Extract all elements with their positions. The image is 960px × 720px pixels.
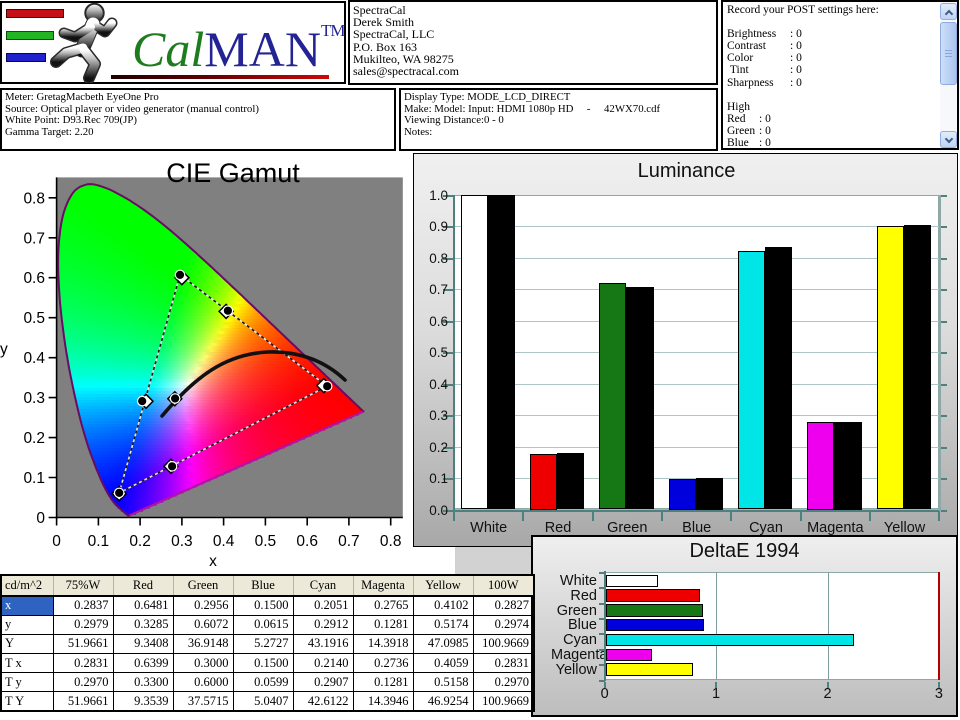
svg-text:0.3: 0.3 <box>171 533 193 550</box>
svg-text:y: y <box>0 341 8 358</box>
svg-text:0.5: 0.5 <box>23 310 45 327</box>
svg-text:0.7: 0.7 <box>338 533 360 550</box>
svg-text:0.8: 0.8 <box>380 533 402 550</box>
svg-text:0: 0 <box>52 533 61 550</box>
svg-text:0.1: 0.1 <box>88 533 110 550</box>
svg-text:0.4: 0.4 <box>213 533 235 550</box>
svg-text:0.6: 0.6 <box>296 533 318 550</box>
svg-text:0.1: 0.1 <box>23 470 45 487</box>
svg-text:x: x <box>209 553 217 570</box>
svg-text:0.5: 0.5 <box>255 533 277 550</box>
svg-text:0.2: 0.2 <box>129 533 151 550</box>
svg-text:0.4: 0.4 <box>23 350 45 367</box>
svg-text:0.6: 0.6 <box>23 270 45 287</box>
svg-text:0.8: 0.8 <box>23 190 45 207</box>
svg-text:0: 0 <box>36 510 45 527</box>
svg-text:0.2: 0.2 <box>23 430 45 447</box>
svg-text:0.3: 0.3 <box>23 390 45 407</box>
svg-text:CIE Gamut: CIE Gamut <box>166 158 300 188</box>
svg-text:0.7: 0.7 <box>23 230 45 247</box>
